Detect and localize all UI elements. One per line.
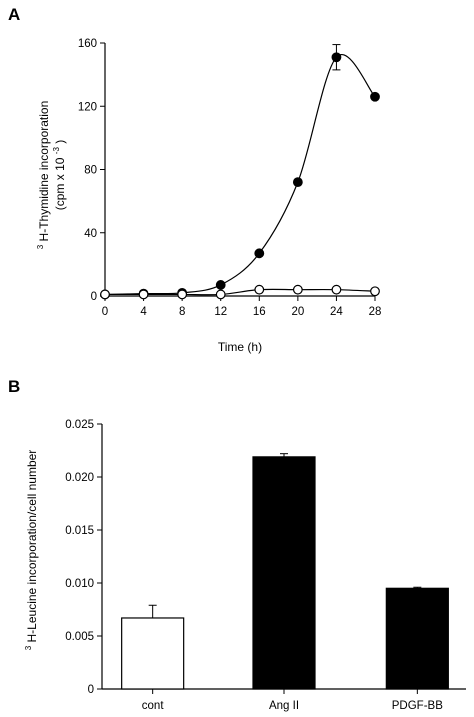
panel-a-point-series-1 <box>331 52 342 63</box>
panel-a-point-series-2 <box>331 284 342 295</box>
panel-b-category-label: Ang II <box>269 700 299 712</box>
panel-a-point-series-2 <box>100 289 110 300</box>
panel-b-bar-2 <box>252 456 316 690</box>
panel-a-y-axis-units: (cpm x 10 -3 ) <box>48 140 67 211</box>
panel-a-y-axis-units-pre: (cpm x 10 <box>53 157 67 210</box>
panel-a-x-tick-label: 12 <box>214 306 227 318</box>
panel-a-y-tick-label: 160 <box>78 38 97 50</box>
panel-b-letter: B <box>8 377 20 396</box>
panel-a-point-series-2 <box>138 289 149 300</box>
panel-b-bar-3 <box>385 587 449 690</box>
panel-a-y-tick-label: 40 <box>84 228 97 240</box>
panel-a-x-tick-label: 20 <box>291 306 304 318</box>
panel-a-x-tick-label: 16 <box>253 306 266 318</box>
panel-a-x-tick-label: 8 <box>179 306 185 318</box>
panel-a-point-series-2 <box>177 289 188 300</box>
panel-a-point-series-2 <box>370 286 380 297</box>
panel-a-y-tick-label: 120 <box>78 101 97 113</box>
panel-a-x-axis-title: Time (h) <box>218 340 262 354</box>
panel-b-category-label: cont <box>142 700 165 712</box>
panel-a-line-chart: A 3 H-Thymidine incorporation (cpm x 10 … <box>8 5 381 354</box>
panel-a-x-tick-label: 28 <box>369 306 382 318</box>
panel-a-point-series-1 <box>292 177 303 188</box>
panel-a-point-series-1 <box>370 91 380 102</box>
panel-b-y-axis-title-main: H-Leucine incorporation/cell number <box>25 450 39 643</box>
panel-a-point-series-2 <box>292 284 303 295</box>
panel-a-y-axis-title: 3 H-Thymidine incorporation <box>32 101 51 250</box>
panel-a-x-tick-label: 4 <box>140 306 147 318</box>
panel-b-y-tick-label: 0.005 <box>65 631 94 643</box>
panel-a-point-series-2 <box>254 284 265 295</box>
panel-b-y-tick-label: 0.025 <box>65 419 94 431</box>
panel-b-y-axis-title-sup: 3 <box>24 645 33 650</box>
panel-a-y-tick-label: 80 <box>84 165 97 177</box>
panel-b-bar-1 <box>121 617 185 690</box>
panel-b-bar-chart: B 3 H-Leucine incorporation/cell number … <box>8 377 466 712</box>
panel-a-y-tick-label: 0 <box>91 291 97 303</box>
panel-a-point-series-1 <box>254 248 265 259</box>
panel-a-point-series-2 <box>215 289 226 300</box>
panel-a-x-tick-label: 24 <box>330 306 343 318</box>
panel-a-point-series-1 <box>215 280 226 290</box>
panel-a-y-axis-title-sup: 3 <box>36 244 45 249</box>
panel-b-y-axis-title: 3 H-Leucine incorporation/cell number <box>20 450 39 651</box>
panel-a-axes: 0 40 80 120 160 0 4 8 12 16 20 24 28 <box>78 38 382 318</box>
panel-a-y-axis-title-main: H-Thymidine incorporation <box>37 101 51 242</box>
panel-b-y-tick-label: 0.015 <box>65 525 94 537</box>
panel-a-series <box>100 44 380 300</box>
panel-a-letter: A <box>8 5 20 24</box>
panel-a-y-axis-units-sup: -3 <box>52 147 61 155</box>
panel-a-x-tick-label: 0 <box>102 306 108 318</box>
panel-b-y-tick-label: 0.020 <box>65 472 94 484</box>
panel-b-y-tick-label: 0.010 <box>65 578 94 590</box>
panel-b-bars <box>121 453 449 690</box>
panel-b-y-tick-label: 0 <box>88 684 94 696</box>
panel-a-y-axis-units-post: ) <box>53 140 67 144</box>
panel-b-category-label: PDGF-BB <box>392 700 443 712</box>
panel-a-series-line-1 <box>104 54 376 296</box>
